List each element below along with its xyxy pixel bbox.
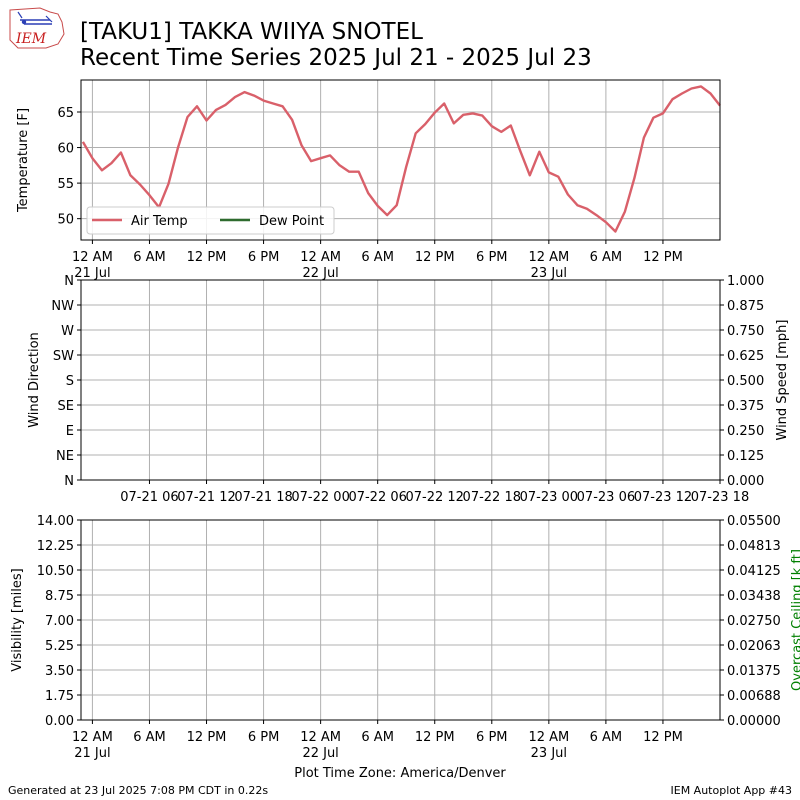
x-tick-label: 07-23 18 [691,490,749,505]
y2-tick-label: 0.625 [727,349,764,364]
x-tick-label: 6 PM [476,250,507,265]
x-tick-label: 6 AM [133,730,166,745]
y-tick-label: 60 [57,142,74,157]
x-tick-label: 07-21 18 [234,490,292,505]
y2-tick-label: 0.04813 [727,539,781,554]
y2-tick-label: 0.02063 [727,639,781,654]
x-tick-label: 12 AM [72,250,113,265]
y2-tick-label: 0.250 [727,424,764,439]
y-tick-label: N [64,474,74,489]
x-tick-label: 6 AM [590,730,623,745]
legend-box [86,206,335,235]
x-tick-date-label: 23 Jul [531,746,567,761]
visibility-axes-frame [80,519,721,721]
x-tick-label: 07-23 00 [520,490,578,505]
x-tick-label: 12 AM [528,730,569,745]
chart-title: [TAKU1] TAKKA WIIYA SNOTEL [80,19,423,45]
x-tick-label: 07-22 06 [348,490,406,505]
y-tick-label: N [64,274,74,289]
footer-app: IEM Autoplot App #43 [670,784,793,797]
wind-axes-frame [80,279,721,481]
x-tick-label: 12 AM [528,250,569,265]
x-tick-label: 12 AM [300,730,341,745]
y2-tick-label: 0.02750 [727,614,781,629]
y2-tick-label: 1.000 [727,274,764,289]
x-tick-label: 07-23 12 [634,490,692,505]
logo-text: IEM [15,31,47,47]
y2-tick-label: 0.500 [727,374,764,389]
y2-tick-label: 0.01375 [727,664,781,679]
x-tick-label: 6 AM [361,730,394,745]
x-tick-date-label: 22 Jul [302,746,338,761]
y2-tick-label: 0.125 [727,449,764,464]
iem-logo: IEM [9,7,65,49]
legend-label-dew-point: Dew Point [259,214,324,229]
x-tick-label: 6 AM [361,250,394,265]
y-tick-label: 10.50 [37,564,74,579]
y-tick-label: S [66,374,74,389]
y-tick-label: 5.25 [45,639,74,654]
x-tick-date-label: 21 Jul [74,266,110,281]
x-tick-label: 12 AM [300,250,341,265]
x-tick-label: 12 PM [643,730,683,745]
ceiling-axis-label: Overcast Ceiling [k ft] [790,549,800,691]
temperature-axis-label: Temperature [F] [16,108,31,213]
x-tick-label: 07-22 12 [406,490,464,505]
x-tick-label: 07-21 06 [120,490,178,505]
y2-tick-label: 0.05500 [727,514,781,529]
y-tick-label: NW [51,299,74,314]
y-tick-label: 12.25 [37,539,74,554]
y-tick-label: 1.75 [45,689,74,704]
visibility-axis-label: Visibility [miles] [10,568,25,671]
y-tick-label: E [66,424,74,439]
x-tick-label: 07-22 18 [463,490,521,505]
y-tick-label: W [61,324,74,339]
x-tick-label: 07-23 06 [577,490,635,505]
y2-tick-label: 0.03438 [727,589,781,604]
y-tick-label: 8.75 [45,589,74,604]
wind-speed-axis-label: Wind Speed [mph] [775,320,790,441]
x-tick-label: 07-21 12 [177,490,235,505]
y-tick-label: 55 [57,177,74,192]
y2-tick-label: 0.875 [727,299,764,314]
x-tick-label: 6 PM [476,730,507,745]
x-tick-label: 12 PM [415,250,455,265]
y2-tick-label: 0.00000 [727,714,781,729]
x-tick-label: 12 PM [415,730,455,745]
y-tick-label: 50 [57,213,74,228]
y-tick-label: 7.00 [45,614,74,629]
x-tick-label: 6 AM [133,250,166,265]
x-tick-label: 07-22 00 [291,490,349,505]
temperature-axes-frame [80,79,721,241]
y-tick-label: 0.00 [45,714,74,729]
x-tick-label: 12 PM [187,730,227,745]
x-tick-label: 6 PM [248,730,279,745]
air-temp-line [81,85,721,233]
y-tick-label: 14.00 [37,514,74,529]
x-tick-date-label: 22 Jul [302,266,338,281]
legend-label-air-temp: Air Temp [131,214,188,229]
x-tick-label: 12 PM [187,250,227,265]
x-tick-label: 12 AM [72,730,113,745]
y2-tick-label: 0.04125 [727,564,781,579]
y2-tick-label: 0.375 [727,399,764,414]
y-tick-label: SW [53,349,74,364]
y2-tick-label: 0.000 [727,474,764,489]
y2-tick-label: 0.750 [727,324,764,339]
x-tick-label: 6 AM [590,250,623,265]
x-axis-label: Plot Time Zone: America/Denver [294,766,506,781]
footer-generated: Generated at 23 Jul 2025 7:08 PM CDT in … [8,784,269,797]
y-tick-label: 3.50 [45,664,74,679]
x-tick-date-label: 23 Jul [531,266,567,281]
y-tick-label: 65 [57,106,74,121]
x-tick-label: 6 PM [248,250,279,265]
x-tick-date-label: 21 Jul [74,746,110,761]
chart-subtitle: Recent Time Series 2025 Jul 21 - 2025 Ju… [80,45,592,71]
wind-direction-axis-label: Wind Direction [27,332,42,428]
y-tick-label: SE [58,399,74,414]
x-tick-label: 12 PM [643,250,683,265]
y2-tick-label: 0.00688 [727,689,781,704]
y-tick-label: NE [56,449,74,464]
